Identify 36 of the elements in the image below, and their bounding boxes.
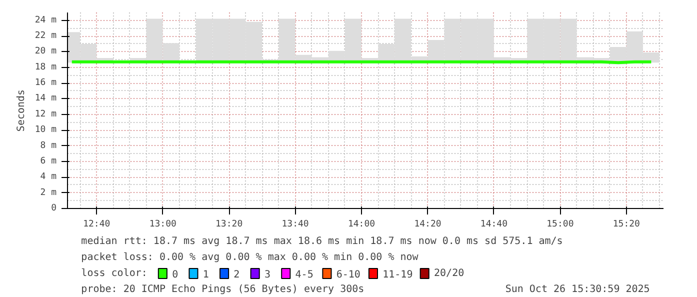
y-tick-label: 0 [51,204,57,214]
y-tick-label: 16 m [34,78,57,88]
legend-label: 3 [264,270,271,280]
x-tick-label: 13:40 [282,220,309,230]
y-tick-label: 14 m [34,94,57,104]
x-tick-label: 12:40 [83,220,110,230]
legend-label: 11-19 [382,270,413,280]
x-tick-label: 14:40 [480,220,508,230]
legend-label: 6-10 [336,270,360,280]
y-tick-label: 20 m [34,46,57,57]
x-tick-label: 14:00 [348,220,376,230]
legend-label: 0 [172,270,178,280]
text: probe: 20 ICMP Echo Pings (56 Bytes) every 300s [81,284,364,295]
text: Sun Oct 26 15:30:59 2025 [505,284,650,295]
legend-label: 2 [234,270,240,280]
y-tick-label: 10 m [34,125,57,136]
y-tick-label: 6 m [40,156,57,166]
legend-label: 20/20 [434,268,464,279]
y-axis-title: Seconds [16,89,27,132]
text: median rtt: 18.7 ms avg 18.7 ms max 18.6 ms min 18.7 ms now 0.0 ms sd 575.1 am/s [81,236,563,247]
legend-title: loss color: [81,268,148,279]
y-tick-label: 22 m [34,31,57,42]
x-tick-label: 14:20 [414,220,442,230]
y-tick-label: 18 m [34,62,57,72]
y-tick-label: 4 m [40,172,57,182]
x-tick-label: 15:00 [546,220,574,230]
x-tick-label: 15:20 [612,220,640,230]
x-tick-label: 13:20 [216,220,243,230]
y-tick-label: 8 m [40,140,57,151]
y-tick-label: 24 m [34,15,57,26]
text: packet loss: 0.00 % avg 0.00 % max 0.00 % min 0.00 % now [81,252,420,263]
legend-label: 4-5 [295,270,314,280]
legend-label: 1 [202,270,209,280]
y-tick-label: 12 m [34,109,57,120]
x-tick-label: 13:00 [149,220,176,230]
y-tick-label: 2 m [40,188,57,198]
